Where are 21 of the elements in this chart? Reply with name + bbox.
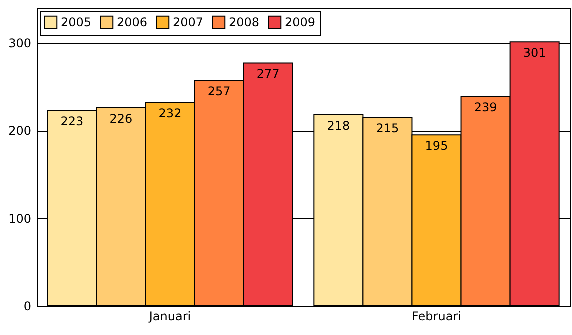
data-label: 301 bbox=[523, 46, 546, 60]
data-label: 215 bbox=[376, 122, 400, 136]
legend-label: 2006 bbox=[117, 15, 148, 30]
y-tick-label: 0 bbox=[24, 300, 32, 314]
legend-label: 2005 bbox=[61, 15, 92, 30]
data-label: 239 bbox=[474, 100, 498, 115]
data-label: 232 bbox=[158, 106, 182, 121]
legend-label: 2008 bbox=[229, 15, 260, 30]
data-label: 226 bbox=[110, 112, 133, 126]
data-label: 195 bbox=[425, 139, 448, 154]
x-tick-label: Februari bbox=[412, 310, 462, 324]
data-label: 218 bbox=[327, 118, 350, 133]
legend-label: 2009 bbox=[285, 15, 316, 30]
y-tick-label: 300 bbox=[8, 36, 32, 51]
y-tick-label: 200 bbox=[8, 124, 32, 138]
data-label: 277 bbox=[256, 67, 280, 82]
data-label: 223 bbox=[60, 114, 84, 129]
y-tick-label: 100 bbox=[8, 212, 32, 226]
data-label: 257 bbox=[208, 84, 231, 99]
legend-label: 2007 bbox=[173, 15, 204, 30]
x-tick-label: Januari bbox=[148, 310, 192, 324]
